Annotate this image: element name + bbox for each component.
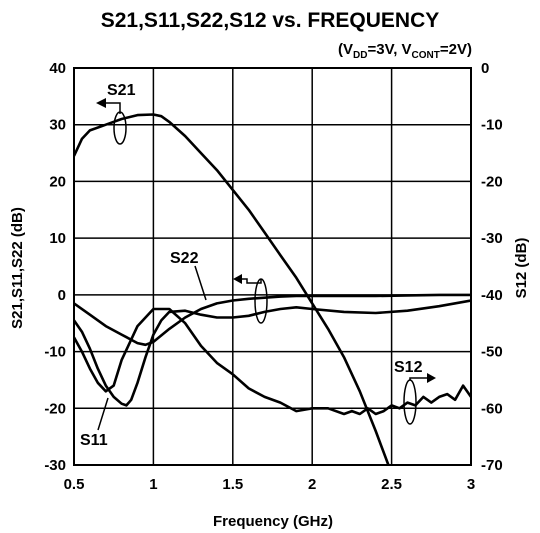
s11-pointer-line xyxy=(97,397,109,431)
y-axis-label-right: S12 (dB) xyxy=(513,238,530,299)
x-tick-label: 3 xyxy=(467,476,475,493)
y-tick-label-left: 30 xyxy=(49,117,66,134)
s22-leader-arrow xyxy=(237,278,262,284)
y-tick-label-left: 40 xyxy=(49,60,66,77)
annotation-s21: S21 xyxy=(107,82,136,99)
plot-frame xyxy=(73,67,472,466)
y-tick-label-left: -30 xyxy=(44,457,66,474)
y-tick-label-left: -20 xyxy=(44,400,66,417)
series-line-s21 xyxy=(74,113,390,465)
series-line-s22 xyxy=(74,293,471,347)
s22-arrowhead xyxy=(233,274,242,284)
series-line-s12 xyxy=(74,307,471,416)
y-axis-label-left: S21,S11,S22 (dB) xyxy=(9,207,26,329)
curve-annotations: S21 S11 S22 S12 xyxy=(80,82,436,449)
y-tick-label-right: -30 xyxy=(481,230,503,247)
s21-axis-marker-ellipse xyxy=(113,111,127,145)
x-tick-label: 1.5 xyxy=(222,476,243,493)
y-tick-label-left: 0 xyxy=(58,287,66,304)
s12-leader-arrow xyxy=(409,377,431,380)
y-tick-label-right: -10 xyxy=(481,117,503,134)
chart-title: S21,S11,S22,S12 vs. FREQUENCY xyxy=(101,9,440,32)
s22-pointer-line xyxy=(194,265,207,301)
series-line-s11 xyxy=(74,299,471,407)
s22-axis-marker-ellipse xyxy=(254,278,268,324)
y-tick-label-left: 10 xyxy=(49,230,66,247)
y-tick-label-right: -70 xyxy=(481,457,503,474)
conditions-open: (V xyxy=(338,41,353,58)
conditions-close: =2V) xyxy=(440,41,472,58)
s12-arrowhead xyxy=(427,373,436,383)
x-tick-label: 1 xyxy=(149,476,157,493)
chart-conditions: (VDD=3V, VCONT=2V) xyxy=(338,41,472,61)
y-tick-label-left: -10 xyxy=(44,344,66,361)
y-tick-label-right: -20 xyxy=(481,173,503,190)
y-tick-label-left: 20 xyxy=(49,173,66,190)
s21-arrowhead xyxy=(96,98,106,108)
data-curves xyxy=(74,113,471,465)
y-tick-label-right: 0 xyxy=(481,60,489,77)
conditions-vdd-sub: DD xyxy=(353,50,367,61)
s12-axis-marker-ellipse xyxy=(403,379,417,425)
tick-labels: 0.5 1 1.5 2 2.5 3 40 30 20 10 0 -10 -20 -30 0 -10 -20 -30… xyxy=(44,60,502,493)
y-tick-label-right: -60 xyxy=(481,400,503,417)
annotation-s11: S11 xyxy=(80,432,108,449)
conditions-vdd-val: =3V, V xyxy=(367,41,411,58)
conditions-vcont-sub: CONT xyxy=(412,50,440,61)
s21-leader-arrow xyxy=(100,102,121,114)
grid xyxy=(74,68,471,465)
y-tick-label-right: -50 xyxy=(481,344,503,361)
annotation-s22: S22 xyxy=(170,250,199,267)
y-tick-label-right: -40 xyxy=(481,287,503,304)
x-axis-label: Frequency (GHz) xyxy=(213,513,333,530)
x-tick-label: 2 xyxy=(308,476,316,493)
x-tick-label: 0.5 xyxy=(64,476,85,493)
x-tick-label: 2.5 xyxy=(381,476,402,493)
annotation-s12: S12 xyxy=(394,359,423,376)
